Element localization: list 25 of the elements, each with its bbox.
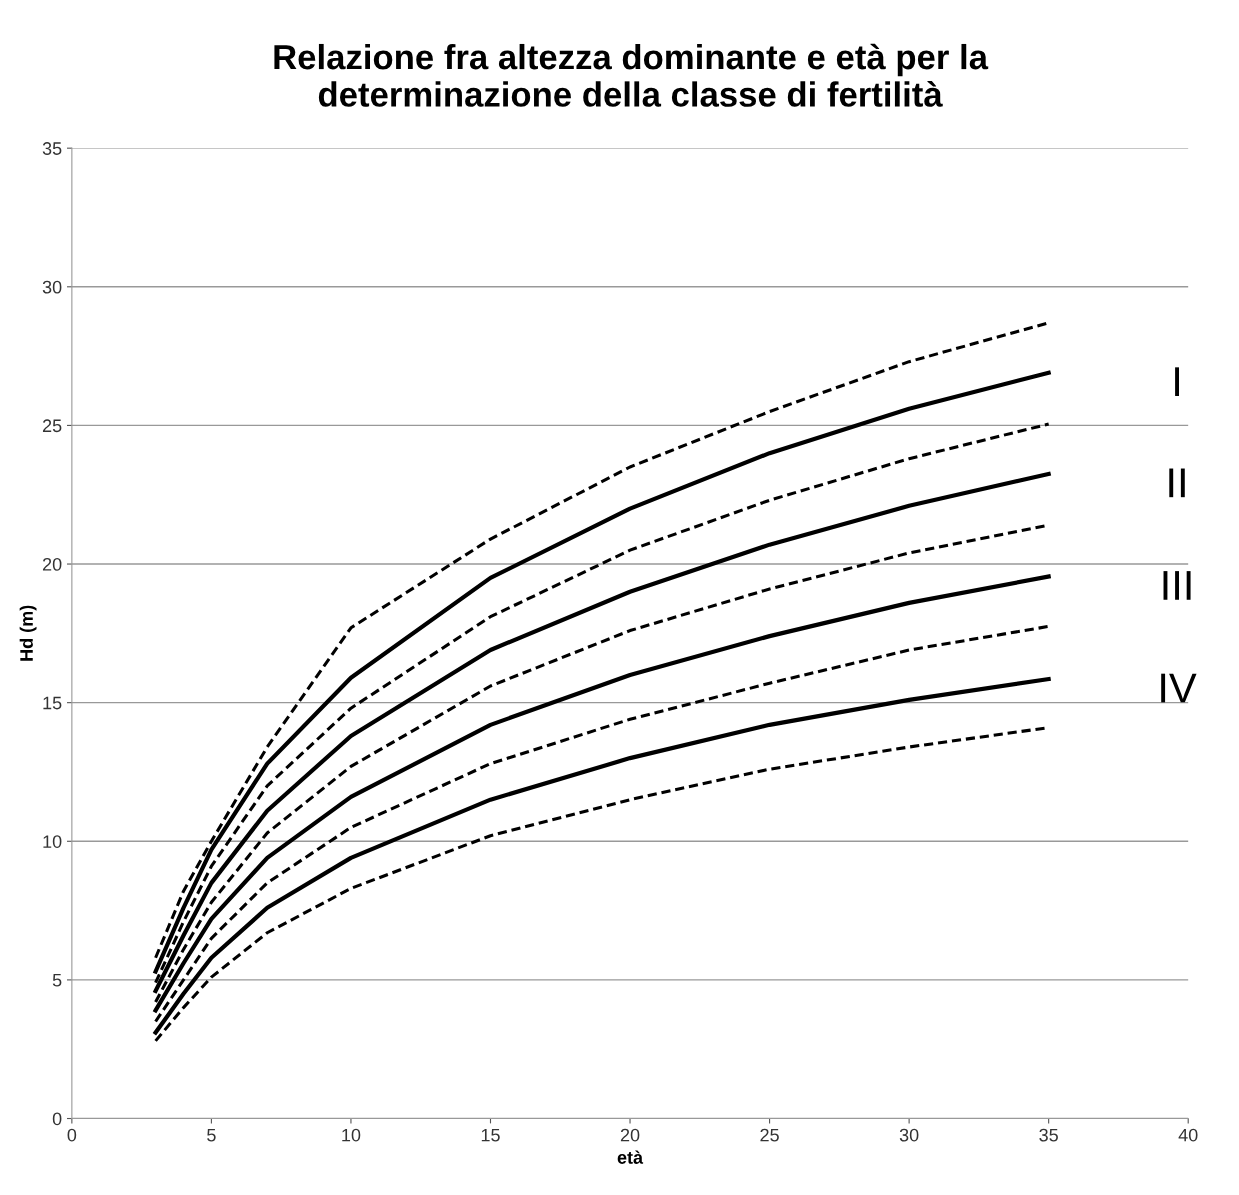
x-tick-label: 5: [207, 1128, 216, 1142]
x-tick-label: 15: [481, 1128, 500, 1142]
text: IV: [1161, 673, 1197, 703]
x-tick-label: 40: [1178, 1128, 1198, 1142]
x-tick-label: 35: [1039, 1128, 1058, 1142]
y-tick-label: 5: [52, 974, 62, 987]
x-tick-label: 0: [67, 1128, 77, 1142]
x-tick-label: 20: [620, 1128, 640, 1142]
y-tick-label: 35: [42, 142, 62, 155]
y-tick-label: 0: [52, 1112, 62, 1126]
y-axis-title: Hd (m): [19, 605, 37, 661]
y-tick-label: 15: [43, 696, 62, 710]
line-series: [153, 677, 1051, 1035]
y-tick-label: 20: [42, 557, 62, 571]
y-tick-label: 10: [43, 835, 62, 848]
text: II: [1169, 468, 1185, 498]
x-tick-label: 25: [760, 1128, 779, 1142]
text: III: [1163, 571, 1191, 600]
x-tick-label: 10: [342, 1128, 361, 1142]
text: I: [1175, 367, 1179, 396]
y-tick-label: 25: [42, 419, 62, 433]
y-tick-label: 30: [42, 280, 62, 294]
x-tick-label: 30: [899, 1128, 919, 1142]
x-axis-title: età: [617, 1150, 644, 1164]
chart-title: Relazione fra altezza dominante e età per la determinazione della classe di fertilità: [274, 43, 989, 107]
